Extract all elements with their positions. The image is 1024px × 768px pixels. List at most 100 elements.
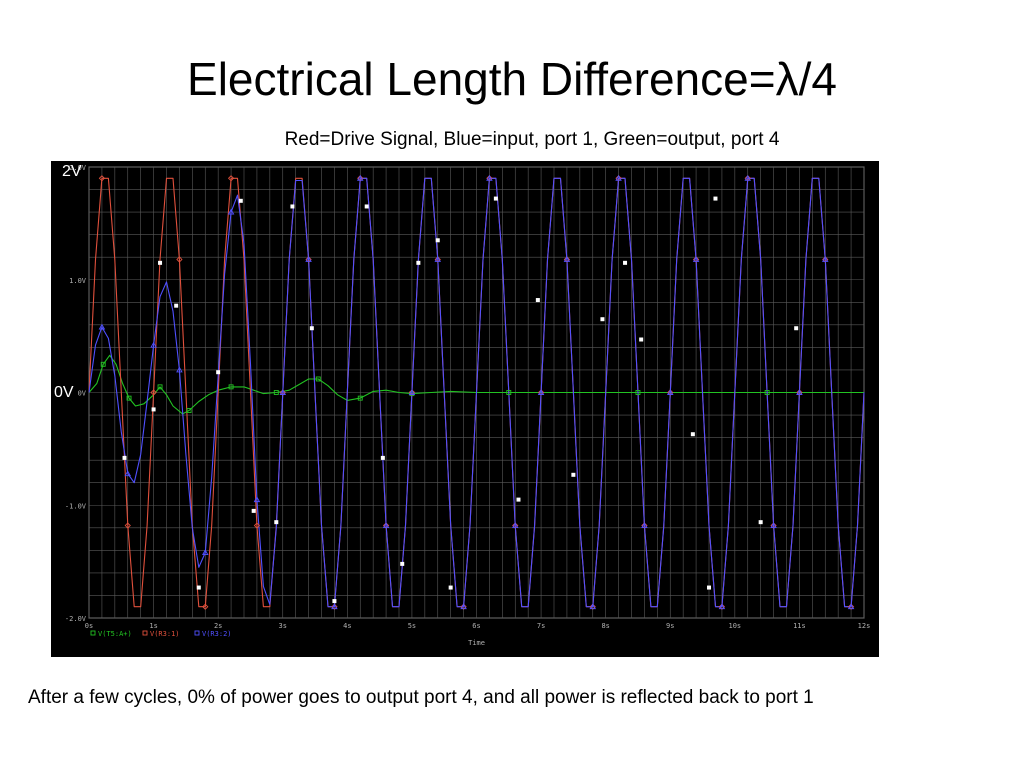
series-line-3 — [88, 177, 865, 608]
series-marker — [821, 256, 829, 262]
x-tick-label: 7s — [537, 622, 545, 630]
sample-point — [158, 260, 163, 265]
series-marker — [589, 603, 597, 610]
series-marker — [356, 174, 364, 181]
sample-point — [216, 370, 221, 375]
series-marker — [434, 256, 441, 263]
series-marker — [315, 376, 321, 382]
series-marker — [331, 603, 338, 610]
sample-point — [535, 298, 540, 303]
sample-point — [251, 508, 256, 513]
series-marker — [460, 603, 467, 610]
sample-point — [364, 204, 369, 209]
legend-entry: V(R3:1) — [150, 630, 180, 638]
series-marker — [253, 496, 261, 503]
series-marker — [506, 390, 512, 395]
series-marker — [331, 603, 338, 610]
series-marker — [718, 603, 726, 610]
series-marker — [279, 389, 287, 395]
series-marker — [176, 366, 183, 373]
series-marker — [227, 175, 235, 182]
sample-point — [758, 520, 763, 525]
series-marker — [486, 174, 493, 181]
sample-point — [274, 520, 279, 525]
series-marker — [357, 395, 363, 401]
series-marker — [796, 389, 803, 395]
series-marker — [305, 256, 312, 262]
series-marker — [666, 389, 674, 395]
sample-point — [639, 337, 644, 342]
x-tick-label: 1s — [149, 622, 157, 630]
x-tick-label: 11s — [793, 622, 806, 630]
sample-point — [690, 432, 695, 437]
series-marker — [822, 256, 829, 263]
legend-marker — [142, 630, 148, 636]
series-marker — [408, 389, 416, 395]
series-marker — [434, 256, 442, 262]
series-marker — [641, 522, 648, 528]
series-marker — [126, 395, 132, 401]
series-marker — [563, 256, 571, 262]
sample-point — [400, 561, 405, 566]
legend-marker — [90, 630, 96, 636]
series-marker — [227, 208, 235, 215]
sample-point — [435, 238, 440, 243]
sample-point — [416, 260, 421, 265]
x-tick-label: 10s — [729, 622, 742, 630]
series-marker — [305, 256, 312, 263]
plot-frame: 0s 1s 2s 3s 4s 5s 6s 7s 8s 9s 10s 11s 12s 2.0V 1.0V 0V -… — [51, 161, 879, 657]
series-marker — [615, 175, 622, 182]
series-marker — [512, 522, 519, 529]
series-marker — [744, 174, 752, 181]
sample-point — [600, 317, 605, 322]
series-marker — [202, 603, 209, 610]
series-marker — [692, 256, 700, 263]
x-tick-label: 9s — [666, 622, 674, 630]
x-tick-label: 6s — [472, 622, 480, 630]
series-marker — [382, 522, 390, 528]
sample-point — [238, 198, 243, 203]
series-marker — [718, 603, 726, 610]
series-marker — [201, 549, 209, 556]
sample-point — [309, 326, 314, 331]
x-tick-label: 4s — [343, 622, 351, 630]
y-tick-label: 2.0V — [69, 164, 87, 172]
series-marker — [279, 389, 286, 396]
sample-point — [151, 407, 156, 412]
slide-subtitle: Red=Drive Signal, Blue=input, port 1, Gr… — [284, 129, 780, 150]
sample-point — [493, 196, 498, 201]
x-tick-label: 5s — [408, 622, 416, 630]
series-marker — [150, 389, 157, 396]
sample-point — [380, 455, 385, 460]
series-marker — [460, 603, 467, 610]
series-marker — [847, 603, 855, 610]
y-tick-label: -1.0V — [65, 502, 87, 510]
slide-footer: After a few cycles, 0% of power goes to … — [28, 687, 814, 708]
x-tick-label: 8s — [601, 622, 609, 630]
series-marker — [667, 389, 674, 396]
series-marker — [253, 522, 261, 529]
sample-point — [516, 497, 521, 502]
y-tick-label: 1.0V — [69, 277, 87, 285]
x-tick-label: 12s — [858, 622, 871, 630]
series-marker — [537, 389, 545, 396]
sample-point — [122, 455, 127, 460]
series-marker — [641, 522, 648, 529]
series-marker — [157, 384, 163, 390]
series-marker — [408, 389, 416, 396]
sample-point — [623, 260, 628, 265]
series-marker — [100, 361, 106, 367]
series-marker — [150, 341, 157, 348]
x-tick-label: 0s — [85, 622, 93, 630]
series-marker — [563, 256, 571, 263]
label-2v: 2V — [62, 163, 82, 180]
slide-title: Electrical Length Difference=λ/4 — [187, 53, 837, 105]
x-tick-label: 3s — [279, 622, 287, 630]
series-marker — [98, 323, 106, 330]
series-marker — [796, 389, 803, 396]
series-marker — [186, 408, 192, 413]
series-marker — [635, 390, 641, 395]
series-line-1 — [88, 354, 864, 415]
series-marker — [228, 384, 234, 390]
sample-point — [332, 599, 337, 604]
